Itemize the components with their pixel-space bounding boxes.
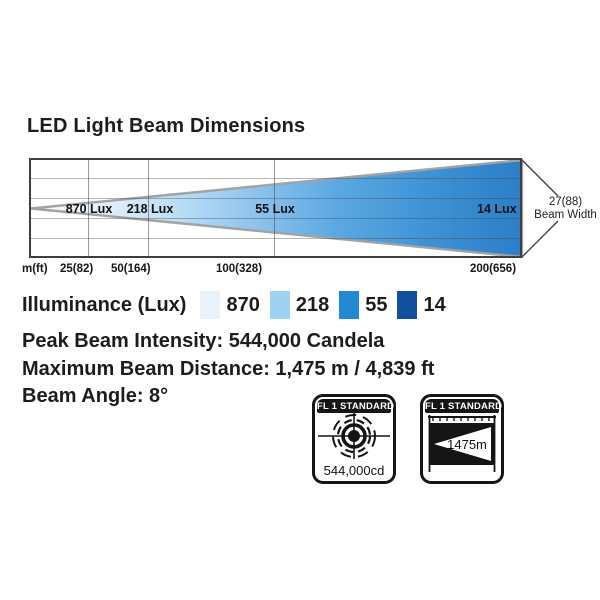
beam-width-note: 27(88) Beam Width [531, 196, 600, 222]
axis-tick-100: 100(328) [216, 263, 263, 275]
fl1-badge-distance-value: 1475m [447, 437, 487, 452]
legend-swatch-55 [339, 291, 360, 319]
legend-swatch-870 [200, 291, 221, 319]
axis-tick-units: m(ft) [22, 263, 48, 275]
lux-label-218: 218 Lux [126, 202, 174, 216]
fl1-badge-distance: FL 1 STANDARD 1475m [420, 394, 504, 484]
legend-title: Illuminance (Lux) [22, 293, 187, 316]
gridline-25m [88, 158, 89, 258]
spec-max-beam-distance: Maximum Beam Distance: 1,475 m / 4,839 f… [22, 357, 435, 380]
beam-cone-chart [29, 158, 559, 259]
beam-cone-polygon [29, 158, 524, 259]
legend-item-55: 55 [339, 291, 387, 319]
beam-width-callout-line-top [521, 159, 559, 197]
fl1-badge-candela-header: FL 1 STANDARD [317, 399, 395, 413]
page-title: LED Light Beam Dimensions [27, 115, 306, 137]
fl1-badge-candela-value: 544,000cd [323, 463, 385, 478]
spec-list: Peak Beam Intensity: 544,000 Candela Max… [22, 328, 434, 411]
gridline-h3 [29, 218, 522, 219]
legend-value-870: 870 [226, 293, 260, 316]
beam-distance-icon: 1475m [428, 415, 496, 472]
bullseye-icon [318, 413, 390, 459]
beam-width-label: Beam Width [534, 209, 597, 221]
beam-width-callout-line-bottom [521, 220, 559, 258]
legend: Illuminance (Lux) 870 218 55 14 [22, 289, 446, 321]
gridline-h1 [29, 178, 522, 179]
lux-label-55: 55 Lux [255, 202, 295, 216]
axis-tick-200: 200(656) [470, 263, 517, 275]
spec-beam-angle: Beam Angle: 8° [22, 385, 169, 407]
axis-tick-25: 25(82) [60, 263, 94, 275]
beam-width-value: 27(88) [548, 196, 583, 208]
gridline-100m [274, 158, 275, 258]
legend-value-14: 14 [423, 293, 446, 316]
legend-item-218: 218 [269, 291, 330, 319]
legend-value-218: 218 [295, 293, 330, 316]
legend-item-14: 14 [397, 291, 446, 319]
legend-swatch-14 [397, 291, 418, 319]
gridline-h4 [29, 238, 522, 239]
fl1-badge-candela: FL 1 STANDARD 544,000cd [312, 394, 396, 484]
legend-swatch-218 [269, 291, 290, 319]
gridline-50m [148, 158, 149, 258]
legend-value-55: 55 [365, 293, 388, 316]
axis-tick-50: 50(164) [111, 263, 151, 275]
lux-label-14: 14 Lux [477, 202, 517, 216]
fl1-badge-distance-header: FL 1 STANDARD [425, 399, 503, 413]
legend-item-870: 870 [200, 291, 260, 319]
lux-label-870: 870 Lux [65, 202, 113, 216]
spec-peak-beam-intensity: Peak Beam Intensity: 544,000 Candela [22, 330, 385, 352]
gridline-h2 [29, 198, 522, 199]
